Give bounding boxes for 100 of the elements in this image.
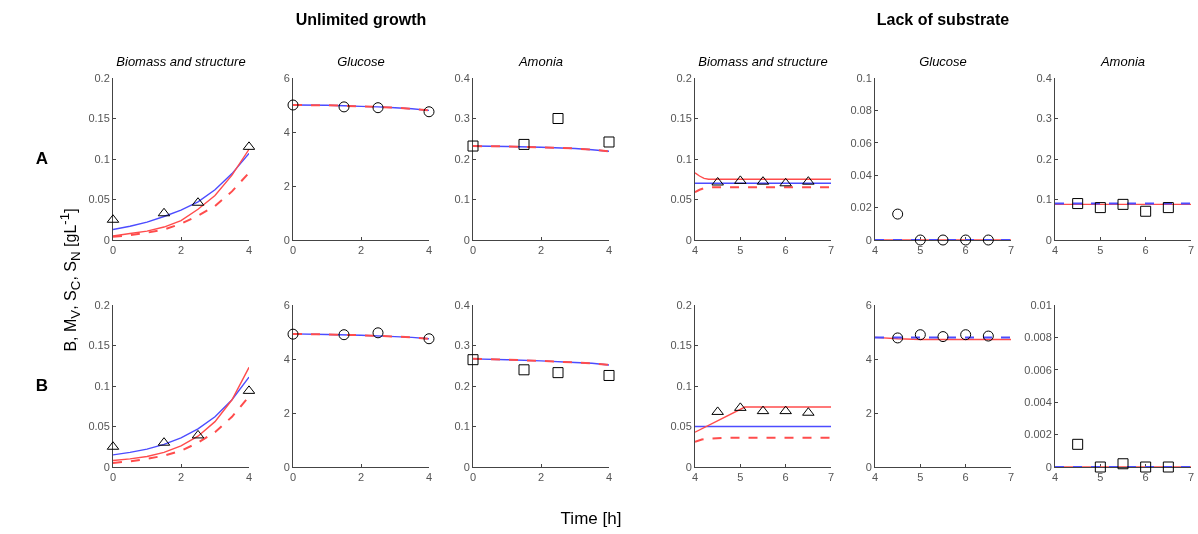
x-tick-label: 4 — [605, 471, 613, 484]
y-tick-label: 0 — [283, 233, 290, 246]
point — [1094, 461, 1106, 473]
x-tick-label: 6 — [1142, 244, 1149, 257]
y-tick-label: 0.1 — [94, 379, 110, 392]
y-tick-label: 0.15 — [670, 112, 692, 125]
point — [552, 113, 564, 124]
x-tick-label: 7 — [827, 244, 835, 257]
y-tick-label: 0.2 — [676, 298, 692, 311]
y-tick-label: 0.4 — [454, 298, 470, 311]
y-tick-label: 0 — [685, 233, 692, 246]
y-tick-label: 0 — [463, 233, 470, 246]
x-tick-label: 7 — [827, 471, 835, 484]
text: A — [35, 149, 49, 169]
point — [191, 429, 205, 439]
point — [1140, 205, 1152, 217]
y-tick-label: 0.004 — [1024, 396, 1052, 409]
y-tick-label: 0.2 — [454, 379, 470, 392]
point — [1140, 461, 1152, 473]
y-tick-label: 0.4 — [454, 71, 470, 84]
x-tick-label: 4 — [245, 244, 253, 257]
point — [1117, 198, 1129, 210]
y-tick-label: 0 — [103, 233, 110, 246]
point — [157, 207, 171, 217]
y-tick-label: 6 — [283, 71, 290, 84]
y-tick-label: 0 — [463, 460, 470, 473]
x-tick-label: 2 — [357, 244, 365, 257]
y-tick-label: 0.04 — [850, 169, 872, 182]
x-tick-label: 2 — [357, 471, 365, 484]
x-tick-label: 4 — [245, 471, 253, 484]
y-tick-label: 0 — [103, 460, 110, 473]
x-tick-label: 4 — [605, 244, 613, 257]
y-tick-label: 0.06 — [850, 136, 872, 149]
x-tick-label: 5 — [737, 244, 744, 257]
y-tick-label: 0.15 — [88, 339, 110, 352]
y-tick-label: 0.08 — [850, 104, 872, 117]
y-tick-label: 0.008 — [1024, 331, 1052, 344]
y-tick-label: 0.3 — [454, 112, 470, 125]
point — [467, 354, 479, 366]
text: Unlimited growth — [295, 11, 427, 29]
y-tick-label: 2 — [865, 406, 872, 419]
y-tick-label: 0 — [865, 233, 872, 246]
text: Lack of substrate — [876, 11, 1010, 29]
y-tick-label: 0.05 — [88, 420, 110, 433]
y-tick-label: 0 — [283, 460, 290, 473]
x-tick-label: 6 — [782, 471, 789, 484]
y-tick-label: 0.2 — [454, 152, 470, 165]
point — [1162, 202, 1174, 214]
y-tick-label: 0.3 — [1036, 112, 1052, 125]
y-tick-label: 0.15 — [670, 339, 692, 352]
y-tick-label: 0 — [1045, 233, 1052, 246]
line-series — [695, 172, 831, 180]
x-tick-label: 7 — [1007, 244, 1015, 257]
y-tick-label: 0.02 — [850, 201, 872, 214]
y-tick-label: 0.1 — [676, 152, 692, 165]
point — [1072, 198, 1084, 210]
y-tick-label: 0.4 — [1036, 71, 1052, 84]
y-tick-label: 4 — [865, 352, 872, 365]
point — [518, 364, 530, 376]
x-tick-label: 6 — [1142, 471, 1149, 484]
y-tick-label: 0.15 — [88, 112, 110, 125]
x-tick-label: 7 — [1187, 471, 1195, 484]
y-tick-label: 2 — [283, 179, 290, 192]
y-tick-label: 0.1 — [856, 71, 872, 84]
chart-title: Glucose — [337, 54, 385, 69]
x-tick-label: 5 — [1097, 471, 1104, 484]
x-tick-label: 4 — [425, 471, 433, 484]
chart-title: Biomass and structure — [698, 54, 828, 69]
x-tick-label: 6 — [962, 244, 969, 257]
y-tick-label: 0.01 — [1030, 298, 1052, 311]
x-tick-label: 5 — [917, 471, 924, 484]
y-tick-label: 2 — [283, 406, 290, 419]
y-tick-label: 4 — [283, 125, 290, 138]
y-tick-label: 0.1 — [676, 379, 692, 392]
x-tick-label: 2 — [537, 471, 545, 484]
x-tick-label: 5 — [1097, 244, 1104, 257]
line-series — [113, 376, 249, 456]
point — [1072, 438, 1084, 450]
point — [1117, 458, 1129, 470]
chart-title: Amonia — [517, 54, 564, 69]
chart-title: Biomass and structure — [116, 54, 246, 69]
x-tick-label: 2 — [177, 471, 185, 484]
y-tick-label: 0.1 — [1036, 193, 1052, 206]
x-tick-label: 7 — [1187, 244, 1195, 257]
text: B — [35, 376, 49, 396]
point — [603, 369, 615, 381]
y-tick-label: 0.002 — [1024, 428, 1052, 441]
y-tick-label: 0.2 — [1036, 152, 1052, 165]
x-tick-label: 6 — [962, 471, 969, 484]
y-tick-label: 0.05 — [88, 193, 110, 206]
point — [552, 367, 564, 379]
y-tick-label: 0 — [865, 460, 872, 473]
x-tick-label: 4 — [425, 244, 433, 257]
x-tick-label: 5 — [737, 471, 744, 484]
chart-title: Amonia — [1099, 54, 1146, 69]
point — [518, 138, 530, 150]
y-tick-label: 4 — [283, 352, 290, 365]
x-tick-label: 5 — [917, 244, 924, 257]
point — [1162, 461, 1174, 473]
y-tick-label: 0.006 — [1024, 363, 1052, 376]
